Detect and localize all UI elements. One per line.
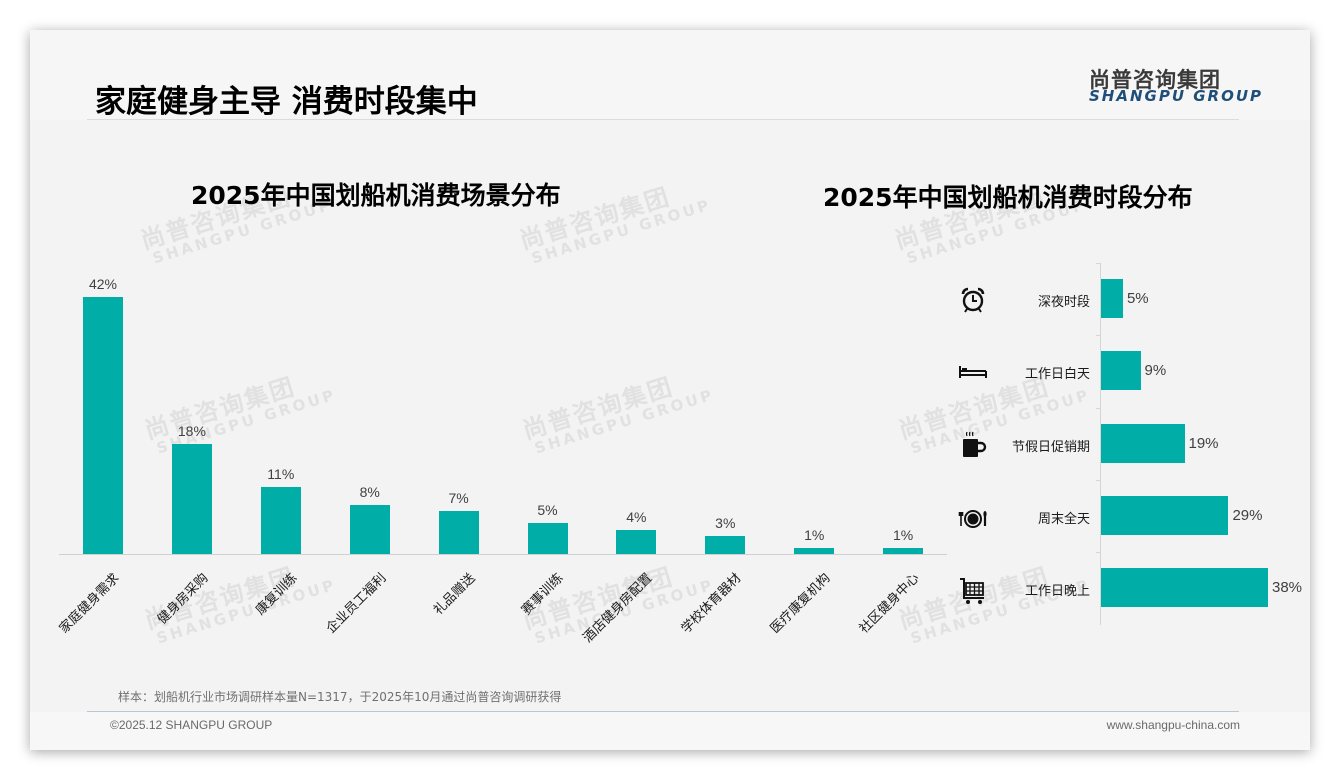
scene-category-label: 礼品赠送 — [430, 570, 479, 619]
scene-category-label: 家庭健身需求 — [56, 570, 123, 637]
timeslot-bar — [1101, 495, 1229, 535]
coffee-cup-icon — [963, 431, 987, 457]
timeslot-bar-value: 19% — [1188, 434, 1219, 452]
axis-tick — [1096, 263, 1101, 264]
timeslot-chart-title: 2025年中国划船机消费时段分布 — [823, 183, 1193, 212]
scene-bar — [438, 511, 479, 554]
scene-category-label: 康复训练 — [252, 570, 301, 619]
scene-category-label: 医疗康复机构 — [767, 570, 834, 637]
scene-bar-value: 8% — [359, 484, 380, 501]
axis-tick — [1096, 552, 1101, 554]
title-divider — [87, 119, 1239, 120]
axis-tick — [1096, 479, 1101, 481]
timeslot-category-label: 工作日晚上 — [1024, 584, 1090, 600]
logo-text-cn: 尚普咨询集团 — [1089, 68, 1221, 92]
scene-bar-value: 5% — [537, 502, 558, 519]
scene-bar — [349, 505, 390, 554]
scene-bar-value: 1% — [892, 526, 914, 543]
plate-cutlery-icon — [958, 510, 987, 528]
bed-icon — [959, 366, 987, 378]
scene-category-label: 健身房采购 — [154, 570, 212, 628]
axis-tick — [1096, 335, 1101, 337]
page-title: 家庭健身主导 消费时段集中 — [95, 84, 478, 120]
scene-bar — [527, 523, 568, 554]
timeslot-bar-value: 38% — [1272, 579, 1303, 597]
slide: 尚普咨询集团 SHANGPU GROUP 尚普咨询集团 SHANGPU GROUP … — [30, 30, 1310, 750]
timeslot-category-label: 工作日白天 — [1024, 367, 1090, 383]
scene-bar-value: 42% — [88, 276, 118, 292]
scene-bar-value: 1% — [804, 526, 825, 543]
timeslot-bar — [1101, 568, 1268, 608]
watermark: 尚普咨询集团 SHANGPU GROUP — [519, 372, 717, 458]
timeslot-category-label: 周末全天 — [1037, 511, 1090, 527]
timeslot-chart-axis — [1100, 263, 1101, 625]
timeslot-category-label: 节假日促销期 — [1011, 439, 1090, 455]
timeslot-category-label: 深夜时段 — [1037, 295, 1090, 310]
scene-category-label: 社区健身中心 — [856, 570, 923, 637]
scene-bar-value: 11% — [267, 465, 295, 482]
scene-bar — [83, 297, 123, 554]
scene-bar-value: 4% — [626, 508, 647, 525]
sample-note: 样本：划船机行业市场调研样本量N=1317，于2025年10月通过尚普咨询调研获… — [118, 690, 562, 704]
scene-bar — [794, 547, 835, 554]
website-link[interactable]: www.shangpu-china.com — [1106, 718, 1240, 732]
scene-bar — [260, 486, 301, 554]
scene-bar — [616, 529, 657, 554]
logo-text-en: SHANGPU GROUP — [1089, 87, 1264, 105]
header-band — [30, 30, 1310, 120]
timeslot-bar-value: 9% — [1144, 362, 1167, 380]
timeslot-bar-value: 29% — [1232, 506, 1263, 524]
scene-category-label: 酒店健身房配置 — [580, 570, 656, 646]
copyright: ©2025.12 SHANGPU GROUP — [110, 718, 273, 732]
timeslot-bar — [1101, 279, 1123, 318]
timeslot-bar-value: 5% — [1126, 290, 1149, 307]
scene-chart-title: 2025年中国划船机消费场景分布 — [191, 181, 561, 210]
scene-chart-baseline — [59, 554, 947, 555]
scene-bar-value: 18% — [177, 422, 206, 439]
footer-divider — [87, 711, 1239, 712]
shopping-cart-icon — [960, 578, 984, 604]
axis-tick — [1096, 407, 1101, 409]
alarm-clock-icon — [961, 287, 985, 313]
scene-bar — [883, 547, 924, 554]
scene-bar-value: 7% — [448, 490, 469, 507]
timeslot-bar — [1101, 423, 1185, 463]
scene-bar — [171, 443, 212, 554]
timeslot-bar — [1101, 351, 1141, 391]
scene-category-label: 学校体育器材 — [678, 570, 745, 637]
scene-category-label: 企业员工福利 — [323, 570, 390, 637]
scene-bar — [705, 535, 746, 554]
scene-bar-value: 3% — [715, 514, 736, 531]
watermark: 尚普咨询集团 SHANGPU GROUP — [895, 562, 1093, 648]
scene-category-label: 赛事训练 — [519, 570, 567, 619]
footer-band — [30, 712, 1310, 750]
